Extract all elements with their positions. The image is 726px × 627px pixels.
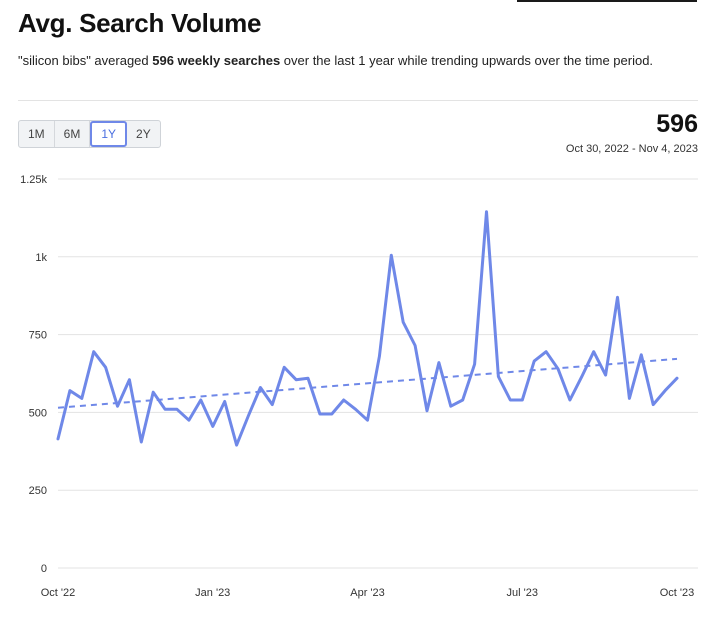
y-axis-ticks: 0 250 500 750 1k 1.25k	[20, 174, 47, 575]
x-axis-ticks: Oct '22 Jan '23 Apr '23 Jul '23 Oct '23	[41, 587, 695, 599]
desc-suffix: over the last 1 year while trending upwa…	[280, 53, 654, 68]
y-tick-label: 500	[29, 407, 47, 419]
y-tick-label: 1k	[35, 252, 47, 264]
desc-bold: 596 weekly searches	[152, 53, 281, 68]
page-title: Avg. Search Volume	[18, 8, 262, 38]
summary-description: "silicon bibs" averaged 596 weekly searc…	[18, 52, 698, 70]
x-tick-label: Oct '22	[41, 587, 76, 599]
y-tick-label: 750	[29, 330, 47, 342]
search-volume-chart: 0 250 500 750 1k 1.25k Oct '22 Jan '23 Apr '23 J…	[20, 174, 698, 599]
y-tick-label: 0	[41, 563, 47, 575]
range-button-1m[interactable]: 1M	[19, 121, 55, 147]
x-tick-label: Jul '23	[507, 587, 538, 599]
range-button-1y[interactable]: 1Y	[90, 121, 128, 147]
top-accent-line	[517, 0, 697, 2]
y-tick-label: 250	[29, 485, 47, 497]
date-range: Oct 30, 2022 - Nov 4, 2023	[565, 143, 698, 155]
average-value: 596	[656, 110, 698, 138]
grid-lines	[58, 178, 698, 569]
series-line	[56, 210, 679, 447]
divider	[18, 100, 698, 101]
range-selector: 1M 6M 1Y 2Y	[18, 120, 161, 148]
range-button-6m[interactable]: 6M	[55, 121, 91, 147]
x-tick-label: Oct '23	[660, 587, 695, 599]
range-button-2y[interactable]: 2Y	[136, 127, 151, 141]
desc-prefix: "silicon bibs" averaged	[18, 53, 153, 68]
trend-line	[57, 357, 678, 409]
x-tick-label: Jan '23	[195, 587, 230, 599]
x-tick-label: Apr '23	[350, 587, 385, 599]
y-tick-label: 1.25k	[20, 174, 47, 186]
